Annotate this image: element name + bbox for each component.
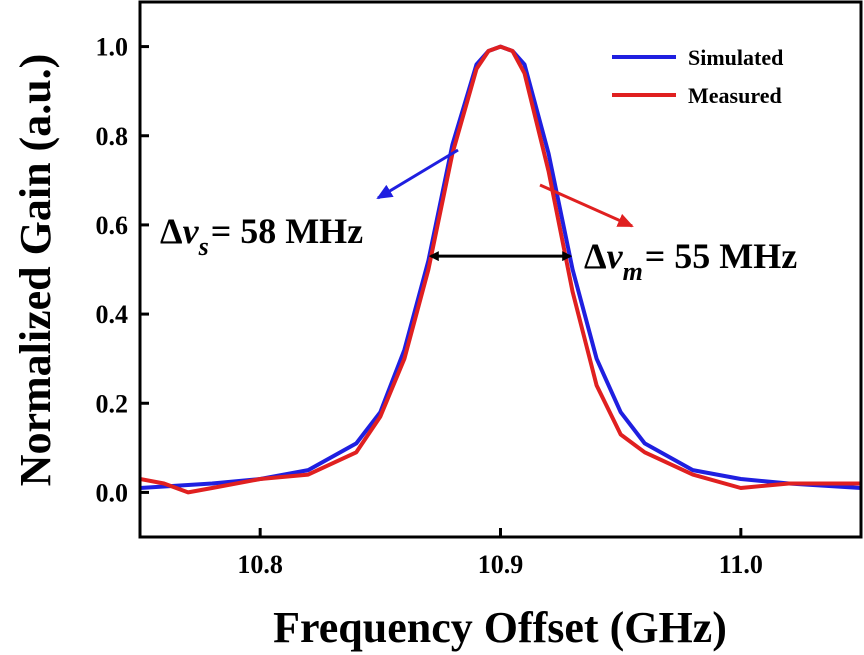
legend-label-simulated: Simulated — [688, 45, 783, 70]
x-tick-label: 11.0 — [719, 550, 763, 579]
simulated-linewidth-label: Δνs= 58 MHz — [160, 211, 363, 261]
meas-subscript: m — [623, 257, 643, 286]
y-tick-label: 0.8 — [96, 122, 129, 151]
series-line-measured — [140, 44, 861, 495]
y-tick-label: 1.0 — [96, 33, 129, 62]
sim-value: = 58 MHz — [211, 211, 363, 251]
sim-subscript: s — [198, 232, 209, 261]
meas-value: = 55 MHz — [645, 236, 797, 276]
y-axis-title: Normalized Gain (a.u.) — [11, 54, 60, 487]
meas-nu: ν — [607, 236, 624, 276]
legend: Simulated Measured — [612, 45, 783, 108]
x-tick-label: 10.9 — [478, 550, 524, 579]
measured-pointer-arrow — [539, 183, 634, 228]
legend-label-measured: Measured — [688, 83, 782, 108]
sim-nu: ν — [183, 211, 200, 251]
x-tick-label: 10.8 — [237, 550, 283, 579]
meas-delta: Δ — [584, 236, 607, 276]
y-axis-ticks: 0.0 0.2 0.4 0.6 0.8 1.0 — [96, 33, 149, 507]
simulated-pointer-arrow — [376, 148, 459, 200]
x-axis-ticks: 10.8 10.9 11.0 — [237, 528, 763, 579]
y-tick-label: 0.0 — [96, 478, 129, 507]
y-tick-label: 0.2 — [96, 389, 129, 418]
measured-linewidth-label: Δνm= 55 MHz — [584, 236, 797, 286]
y-tick-label: 0.4 — [96, 300, 129, 329]
x-axis-title: Frequency Offset (GHz) — [273, 603, 727, 652]
sim-delta: Δ — [160, 211, 183, 251]
y-tick-label: 0.6 — [96, 211, 129, 240]
